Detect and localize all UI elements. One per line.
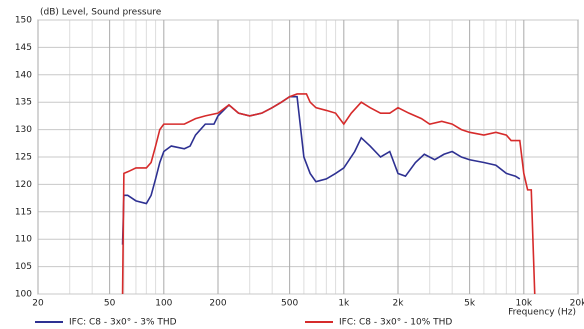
x-tick-label: 200 (209, 299, 226, 309)
x-tick-label: 500 (281, 299, 298, 309)
x-tick-label: 5k (464, 299, 476, 309)
y-tick-label: 110 (15, 235, 32, 245)
y-tick-label: 120 (15, 180, 32, 190)
y-tick-label: 125 (15, 153, 32, 163)
y-tick-label: 145 (15, 43, 32, 53)
series-line (121, 95, 521, 245)
y-tick-label: 100 (15, 290, 32, 300)
y-tick-label: 140 (15, 70, 32, 80)
x-tick-label: 20k (570, 299, 584, 309)
legend-label: IFC: C8 - 3x0° - 3% THD (69, 318, 177, 328)
x-tick-label: 1k (338, 299, 350, 309)
y-tick-label: 115 (15, 207, 32, 217)
x-tick-label: 20 (32, 299, 44, 309)
x-axis-label: Frequency (Hz) (508, 308, 576, 318)
x-tick-label: 100 (155, 299, 172, 309)
y-tick-label: 150 (15, 16, 32, 26)
y-tick-label: 105 (15, 262, 32, 272)
x-tick-label: 50 (104, 299, 116, 309)
x-tick-label: 2k (393, 299, 405, 309)
y-tick-label: 130 (15, 125, 32, 135)
y-tick-label: 135 (15, 98, 32, 108)
y-axis-label: (dB) Level, Sound pressure (40, 8, 162, 18)
series-line (121, 93, 536, 295)
legend-label: IFC: C8 - 3x0° - 10% THD (339, 318, 452, 328)
x-tick-label: 10k (515, 299, 532, 309)
